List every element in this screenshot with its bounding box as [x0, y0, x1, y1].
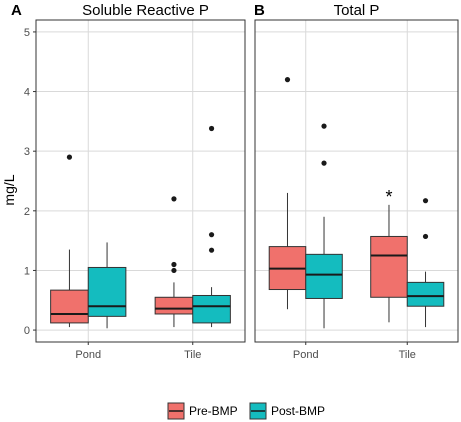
box-tile-post-bmp	[192, 125, 231, 328]
y-tick-label: 4	[24, 87, 30, 99]
box-body	[305, 253, 343, 299]
outlier-point	[171, 196, 177, 202]
panel-letter: A	[11, 2, 22, 19]
box-pond-pre-bmp	[50, 154, 89, 328]
x-tick-label: Tile	[184, 349, 201, 361]
x-tick-label: Pond	[75, 349, 101, 361]
box-tile-pre-bmp	[154, 196, 194, 328]
outlier-point	[208, 125, 215, 132]
outlier-point	[171, 267, 177, 274]
panel-title: Total P	[334, 2, 380, 19]
box-tile-post-bmp	[406, 198, 445, 328]
legend-label: Post-BMP	[271, 404, 325, 418]
box-tile-pre-bmp	[370, 204, 408, 323]
outlier-point	[66, 154, 73, 160]
panel-title-strip	[36, 0, 245, 20]
significance-marker: *	[385, 187, 392, 207]
y-axis-label: mg/L	[1, 174, 17, 205]
panel-title-strip	[255, 0, 458, 20]
legend-item-post-bmp: Post-BMP	[249, 402, 325, 420]
y-tick-label: 5	[24, 27, 30, 39]
box-pond-post-bmp	[87, 242, 127, 329]
box-body	[192, 294, 231, 324]
box-body	[87, 266, 127, 317]
box-pond-pre-bmp	[268, 77, 307, 310]
legend: Pre-BMP Post-BMP	[167, 402, 325, 420]
outlier-point	[171, 261, 177, 268]
outlier-point	[208, 247, 215, 253]
legend-label: Pre-BMP	[189, 404, 238, 418]
box-body	[370, 235, 408, 298]
y-tick-label: 1	[24, 265, 30, 277]
x-tick-label: Tile	[399, 349, 416, 361]
outlier-point	[208, 232, 215, 238]
outlier-point	[321, 160, 327, 166]
y-tick-label: 3	[24, 146, 30, 158]
outlier-point	[422, 198, 429, 204]
box-pond-post-bmp	[305, 123, 343, 329]
panel-b: B Total P Pond Tile *	[254, 0, 459, 361]
y-tick-label: 2	[24, 206, 30, 218]
legend-item-pre-bmp: Pre-BMP	[167, 402, 238, 420]
panel-letter: B	[254, 2, 265, 19]
box-body	[50, 289, 89, 324]
outlier-point	[321, 123, 327, 129]
x-tick-label: Pond	[293, 349, 319, 361]
box-body	[154, 296, 194, 315]
y-tick-label: 0	[24, 325, 30, 337]
outlier-point	[284, 77, 291, 83]
panel-a: A Soluble Reactive P 0 1 2 3 4 5 Pond Tile	[11, 0, 246, 361]
panels: A Soluble Reactive P 0 1 2 3 4 5 Pond Tile B Total …	[11, 0, 459, 361]
box-body	[406, 281, 445, 307]
panel-title: Soluble Reactive P	[82, 2, 209, 19]
outlier-point	[422, 233, 429, 240]
